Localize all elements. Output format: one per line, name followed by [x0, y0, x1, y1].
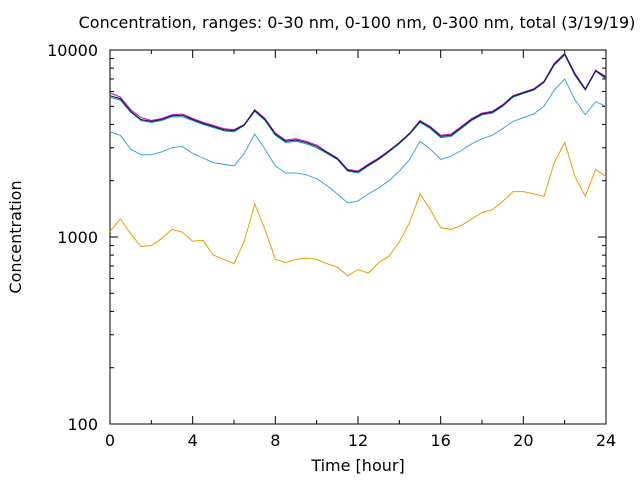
- plot-frame: [109, 49, 607, 425]
- x-tick-label: 24: [596, 431, 616, 450]
- y-tick-label: 10000: [47, 41, 98, 60]
- x-axis-label: Time [hour]: [310, 456, 404, 475]
- x-tick-label: 8: [270, 431, 280, 450]
- series-line-3: [109, 53, 607, 173]
- y-tick-label: 1000: [57, 228, 98, 247]
- series-line-5: [109, 141, 607, 277]
- y-axis-label: Concentration: [6, 180, 25, 293]
- x-tick-label: 0: [105, 431, 115, 450]
- x-tick-label: 20: [513, 431, 533, 450]
- x-tick-label: 16: [430, 431, 450, 450]
- data-series: [109, 52, 607, 277]
- series-line-4: [109, 78, 607, 204]
- series-line-1: [109, 52, 607, 172]
- axis-tick-labels: 0 4 8 12 16 20 24 100 1000 10000: [47, 41, 616, 450]
- axis-ticks: [109, 49, 607, 425]
- chart-title: Concentration, ranges: 0-30 nm, 0-100 nm…: [79, 13, 636, 32]
- series-line-2: [109, 54, 607, 174]
- x-tick-label: 12: [348, 431, 368, 450]
- y-tick-label: 100: [67, 415, 98, 434]
- x-tick-label: 4: [188, 431, 198, 450]
